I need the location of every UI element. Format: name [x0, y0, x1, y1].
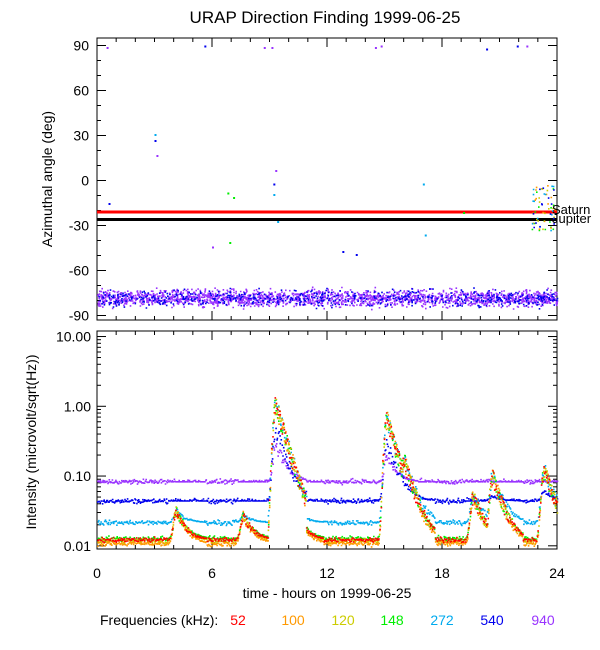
intensity-marks: [97, 397, 559, 548]
azimuth-outlier-point: [342, 251, 345, 253]
azimuth-outlier-point: [422, 183, 425, 186]
series-272khz: [97, 399, 559, 527]
x-tick-label: 24: [549, 565, 565, 581]
azimuth-outlier-point: [263, 47, 266, 49]
azimuth-y-tick-label: 0: [81, 173, 89, 189]
intensity-panel: 0.01 0.10 1.00 10.00 0 6 12 18 24 Intensity (mic…: [23, 329, 565, 601]
azimuth-outlier-point: [526, 45, 529, 48]
legend-entry-940khz: 940: [531, 612, 555, 628]
x-tick-label: 0: [93, 565, 101, 581]
azimuth-outlier-point: [275, 170, 278, 172]
azimuth-outlier-point: [106, 47, 109, 49]
legend-entry-120khz: 120: [331, 612, 355, 628]
azimuth-outlier-point: [204, 45, 207, 48]
ref-label-saturn: Saturn: [552, 202, 590, 217]
legend-entry-100khz: 100: [281, 612, 305, 628]
azimuth-band-540khz: [98, 287, 559, 310]
ref-label-jupiter: Jupiter: [552, 211, 592, 226]
azimuth-outlier-point: [229, 242, 232, 244]
intensity-y-tick-label: 0.01: [64, 538, 91, 554]
azimuth-outlier-point: [463, 212, 466, 214]
chart-title: URAP Direction Finding 1999-06-25: [190, 8, 461, 27]
legend-entry-148khz: 148: [380, 612, 404, 628]
azimuth-outlier-point: [273, 194, 276, 196]
azimuth-outlier-point: [154, 134, 157, 136]
azimuth-outlier-point: [277, 221, 280, 223]
azimuth-y-tick-label: -60: [69, 263, 89, 279]
azimuth-outlier-point: [227, 192, 230, 195]
azimuth-y-tick-label: -30: [69, 218, 89, 234]
azimuth-outlier-point: [108, 203, 111, 205]
series-540khz: [97, 427, 559, 505]
azimuth-cluster-540khz: [532, 187, 555, 229]
series-940khz: [97, 443, 559, 486]
azimuth-outlier-point: [273, 183, 276, 186]
azimuth-outlier-point: [424, 234, 427, 237]
azimuth-outlier-point: [374, 47, 377, 49]
azimuth-panel: 90 60 30 0 -30 -60 -90 Azimuthal angle (deg) S…: [39, 37, 592, 324]
azimuth-y-tick-label: 90: [73, 38, 89, 54]
series-100khz: [97, 402, 559, 548]
x-axis-label: time - hours on 1999-06-25: [243, 585, 412, 601]
azimuth-outlier-point: [486, 48, 489, 51]
azimuth-outlier-point: [380, 45, 383, 48]
legend-entry-272khz: 272: [430, 612, 454, 628]
azimuth-outlier-point: [233, 197, 236, 199]
azimuth-outlier-point: [156, 155, 159, 157]
intensity-axis-ticks: 0.01 0.10 1.00 10.00 0 6 12 18 24: [56, 329, 565, 581]
intensity-plot-frame: [96, 330, 558, 550]
azimuth-y-axis-label: Azimuthal angle (deg): [39, 111, 55, 247]
azimuth-cluster-148khz: [531, 188, 555, 232]
azimuth-y-tick-label: -90: [69, 308, 89, 324]
azimuth-cluster-272khz: [531, 185, 555, 232]
azimuth-axis-ticks: 90 60 30 0 -30 -60 -90: [69, 38, 558, 324]
azimuth-y-tick-label: 60: [73, 83, 89, 99]
legend-entry-52khz: 52: [230, 612, 246, 628]
azimuth-outlier-point: [355, 254, 358, 256]
x-tick-label: 6: [208, 565, 216, 581]
azimuth-outlier-point: [271, 47, 274, 49]
legend: Frequencies (kHz): 52 100 120 148 272 540 940: [100, 612, 555, 628]
azimuth-outlier-point: [212, 246, 214, 249]
legend-label: Frequencies (kHz):: [100, 612, 218, 628]
legend-entry-540khz: 540: [480, 612, 504, 628]
intensity-y-tick-label: 0.10: [64, 468, 91, 484]
azimuth-marks: [97, 45, 559, 311]
azimuth-outlier-point: [516, 45, 519, 48]
azimuth-plot-frame: [96, 37, 558, 321]
x-tick-label: 18: [434, 565, 450, 581]
intensity-y-tick-label: 1.00: [64, 398, 91, 414]
azimuth-outlier-point: [154, 140, 157, 142]
intensity-y-tick-label: 10.00: [56, 329, 91, 345]
intensity-y-axis-label: Intensity (microvolt/sqrt(Hz)): [23, 354, 39, 529]
azimuth-cluster-100khz: [532, 185, 556, 230]
x-tick-label: 12: [319, 565, 335, 581]
azimuth-y-tick-label: 30: [73, 128, 89, 144]
